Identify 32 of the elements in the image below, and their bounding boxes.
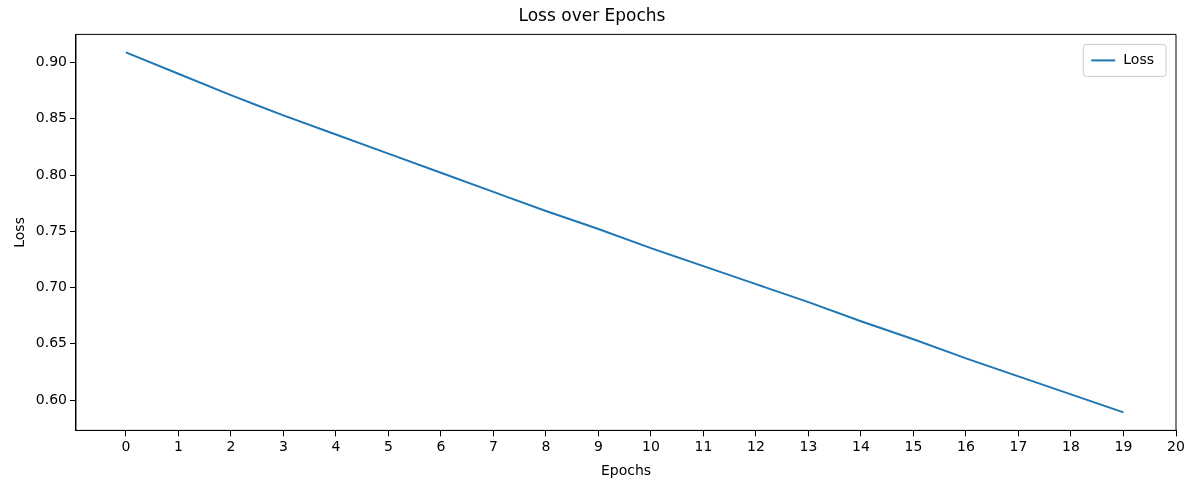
y-tick-label: 0.70 (35, 278, 67, 295)
x-axis-title: Epochs (600, 462, 652, 479)
y-tick-label: 0.60 (35, 390, 67, 407)
x-tick-label: 14 (852, 438, 870, 455)
x-tick-label: 0 (121, 438, 131, 455)
legend-label: Loss (1123, 51, 1155, 68)
x-tick-label: 11 (694, 438, 713, 455)
x-tick-label: 7 (488, 438, 498, 455)
y-tick-label: 0.90 (35, 53, 67, 70)
x-tick-label: 18 (1062, 438, 1080, 455)
x-tick-label: 8 (541, 438, 551, 455)
x-tick-label: 13 (799, 438, 818, 455)
x-tick-label: 3 (278, 438, 288, 455)
y-tick-label: 0.80 (35, 165, 67, 182)
x-tick-label: 10 (642, 438, 660, 455)
chart-title: Loss over Epochs (518, 4, 666, 25)
x-tick-label: 15 (904, 438, 923, 455)
x-tick-label: 20 (1167, 438, 1185, 455)
y-tick-label: 0.85 (35, 109, 67, 126)
x-tick-label: 17 (1009, 438, 1028, 455)
x-tick-label: 5 (383, 438, 393, 455)
y-tick-label: 0.75 (35, 221, 67, 238)
y-axis-title: Loss (11, 217, 28, 248)
x-tick-label: 1 (173, 438, 183, 455)
x-tick-label: 12 (747, 438, 765, 455)
x-tick-label: 6 (436, 438, 446, 455)
y-tick-label: 0.65 (35, 334, 67, 351)
x-tick-label: 2 (226, 438, 236, 455)
x-tick-label: 19 (1114, 438, 1133, 455)
x-tick-label: 16 (957, 438, 975, 455)
x-tick-label: 9 (593, 438, 603, 455)
x-tick-label: 4 (331, 438, 341, 455)
